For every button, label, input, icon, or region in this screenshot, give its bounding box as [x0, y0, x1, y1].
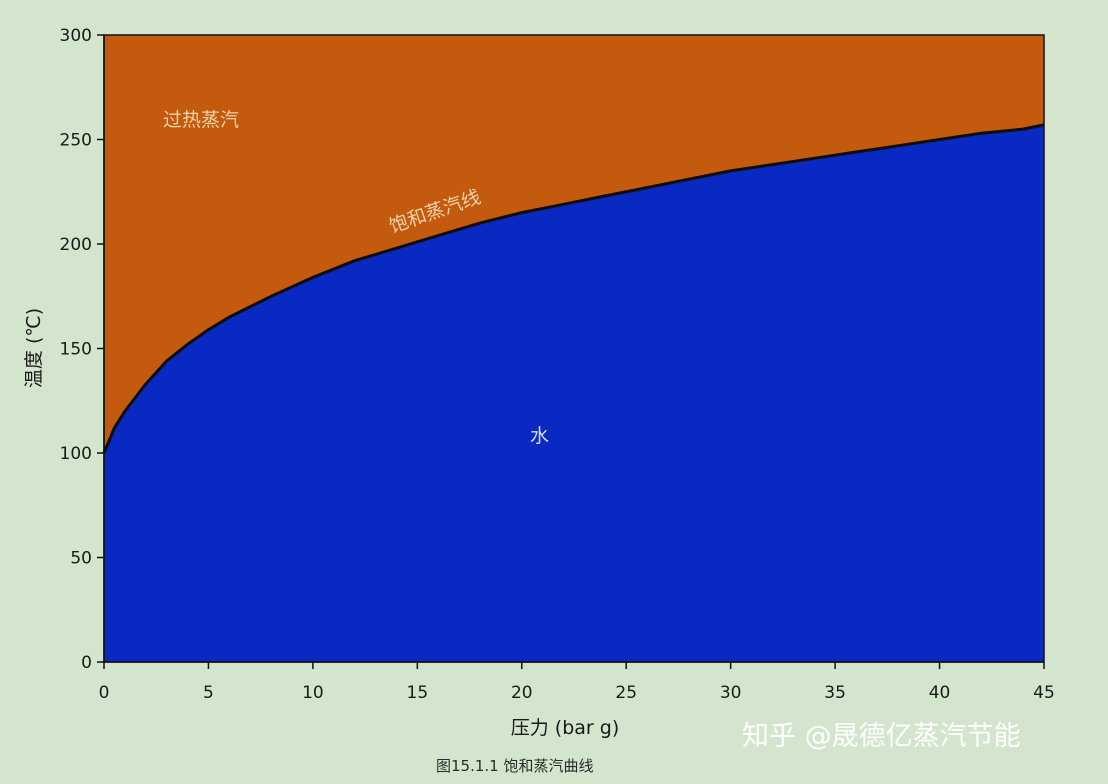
saturation-curve-line — [102, 123, 1045, 454]
y-tick-label: 300 — [60, 26, 92, 46]
watermark: 知乎 @晟德亿蒸汽节能 — [742, 721, 1021, 752]
x-tick-label: 30 — [720, 683, 742, 703]
figure-caption: 图15.1.1 饱和蒸汽曲线 — [436, 757, 593, 775]
y-tick-label: 150 — [60, 340, 92, 360]
x-tick-label: 25 — [615, 683, 637, 703]
water-label: 水 — [530, 425, 549, 447]
x-axis-title: 压力 (bar g) — [511, 717, 619, 739]
x-tick-label: 5 — [203, 683, 214, 703]
x-tick-label: 35 — [824, 683, 846, 703]
superheated-steam-region — [104, 35, 1044, 453]
x-tick-label: 15 — [407, 683, 429, 703]
y-tick-label: 100 — [60, 444, 92, 464]
x-tick-label: 45 — [1033, 683, 1055, 703]
x-tick-label: 40 — [929, 683, 951, 703]
y-axis-title: 温度 (℃) — [23, 308, 45, 388]
x-tick-label: 20 — [511, 683, 533, 703]
y-tick-label: 200 — [60, 235, 92, 255]
x-tick-label: 0 — [99, 683, 110, 703]
y-tick-label: 250 — [60, 131, 92, 151]
y-tick-label: 0 — [81, 653, 92, 673]
y-tick-label: 50 — [70, 549, 92, 569]
x-tick-label: 10 — [302, 683, 324, 703]
ticks: 0 50 100 150 200 250 300 0 5 10 15 20 25 30 35 40 45 — [60, 26, 1055, 703]
superheated-steam-label: 过热蒸汽 — [163, 109, 239, 131]
water-region — [104, 124, 1044, 662]
plot-area — [102, 34, 1045, 663]
